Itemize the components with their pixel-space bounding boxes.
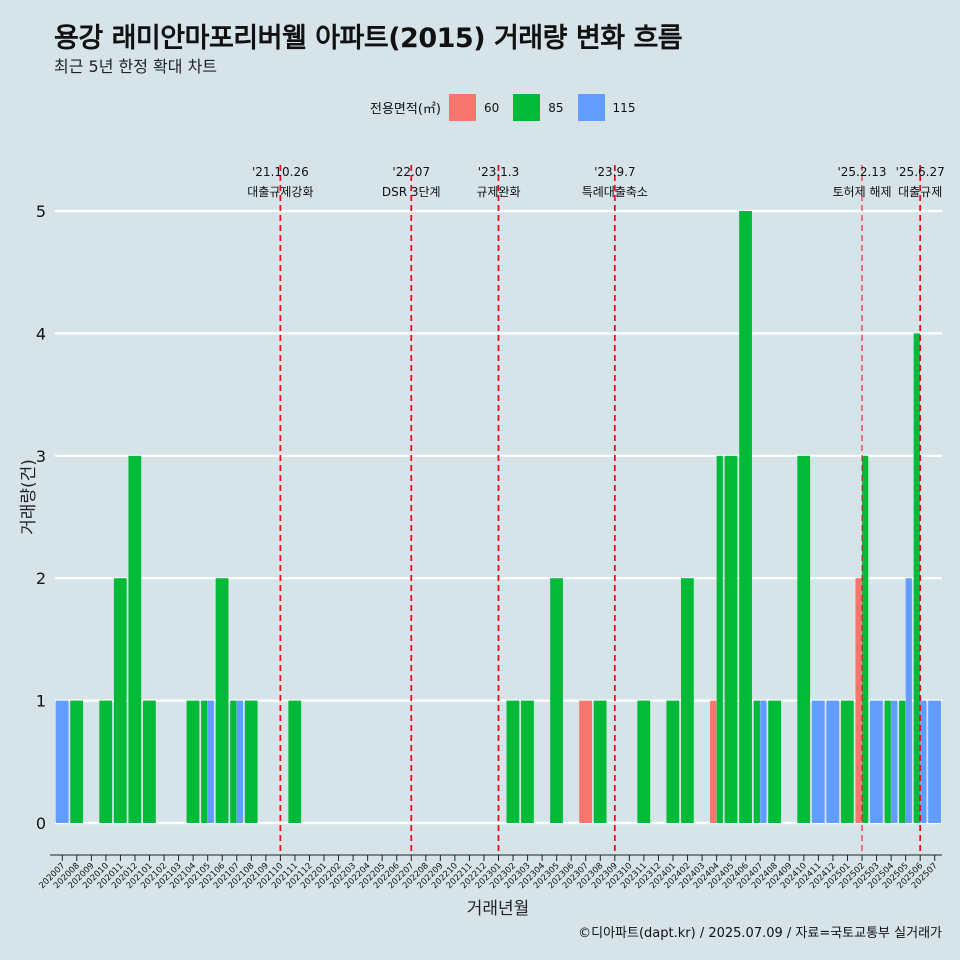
legend-key-115 (577, 94, 605, 121)
bar-85-202311 (637, 700, 651, 823)
legend-label-85: 85 (548, 100, 564, 115)
bar-85-202406 (739, 211, 752, 823)
bar-115-202407 (760, 700, 767, 823)
event-label: 대출규제강화 (247, 185, 313, 199)
bar-85-202302 (506, 700, 520, 823)
bar-60-202404 (710, 700, 717, 823)
event-label: DSR 3단계 (382, 185, 441, 199)
bar-115-202412 (826, 700, 840, 823)
bar-85-202305 (550, 578, 563, 823)
y-tick-label: 5 (36, 202, 46, 221)
bar-85-202011 (113, 578, 127, 823)
y-tick-label: 4 (36, 324, 46, 343)
bar-85-202107 (230, 700, 237, 823)
bar-85-202108 (244, 700, 258, 823)
bar-85-202012 (128, 455, 142, 823)
legend-label-115: 115 (612, 100, 636, 115)
y-tick-label: 2 (36, 569, 46, 588)
bar-85-202308 (593, 700, 607, 823)
legend-key-60 (448, 94, 476, 121)
bar-85-202106 (215, 578, 229, 823)
bar-115-202505 (905, 578, 912, 823)
y-tick-label: 3 (36, 447, 46, 466)
y-tick-label: 0 (36, 814, 46, 833)
bar-85-202506 (913, 333, 920, 823)
bar-60-202307 (579, 700, 592, 823)
bar-85-202501 (840, 700, 854, 823)
event-label: 특례대출축소 (582, 185, 648, 199)
bar-115-202503 (870, 700, 883, 823)
chart-subtitle: 최근 5년 한정 확대 차트 (54, 57, 218, 76)
bar-85-202502 (862, 455, 869, 823)
bar-85-202303 (521, 700, 534, 823)
event-label: 대출규제 (898, 185, 942, 199)
y-axis-label: 거래량(건) (19, 459, 39, 535)
event-date: '25.6.27 (896, 165, 945, 179)
bar-85-202405 (724, 455, 738, 823)
bar-115-202506 (920, 700, 927, 823)
bar-115-202107 (236, 700, 244, 823)
bar-115-202507 (928, 700, 941, 823)
event-date: '25.2.13 (837, 165, 886, 179)
bar-85-202505 (899, 700, 906, 823)
bar-85-202402 (680, 578, 694, 823)
bar-115-202105 (207, 700, 214, 823)
bar-85-202104 (186, 700, 200, 823)
bar-115-202007 (55, 700, 69, 823)
legend-label-60: 60 (483, 100, 500, 115)
event-date: '22.07 (392, 165, 430, 179)
bar-60-202502 (855, 578, 862, 823)
legend-key-85 (513, 94, 541, 121)
bar-85-202008 (70, 700, 84, 823)
legend-title: 전용면적(㎡) (370, 102, 441, 117)
event-date: '23.1.3 (478, 165, 519, 179)
bar-85-202404 (716, 455, 723, 823)
bar-85-202410 (797, 455, 811, 823)
bar-85-202111 (288, 700, 302, 823)
y-tick-label: 1 (36, 692, 46, 711)
bar-85-202408 (768, 700, 782, 823)
event-label: 토허제 해제 (833, 185, 892, 199)
legend: 전용면적(㎡) 60 85 115 (370, 94, 649, 121)
bar-85-202504 (884, 700, 891, 823)
bar-115-202504 (891, 700, 898, 823)
bar-85-202101 (142, 700, 156, 823)
chart-title: 용강 래미안마포리버웰 아파트(2015) 거래량 변화 흐름 (54, 23, 683, 54)
event-date: '21.10.26 (252, 165, 309, 179)
x-axis-label: 거래년월 (467, 899, 530, 919)
bar-85-202105 (201, 700, 208, 823)
event-date: '23.9.7 (594, 165, 635, 179)
bar-85-202401 (666, 700, 680, 823)
event-label: 규제완화 (476, 185, 520, 199)
bar-115-202411 (811, 700, 825, 823)
bar-85-202010 (99, 700, 113, 823)
bar-85-202407 (753, 700, 760, 823)
caption: ©디아파트(dapt.kr) / 2025.07.09 / 자료=국토교통부 실… (578, 926, 942, 941)
